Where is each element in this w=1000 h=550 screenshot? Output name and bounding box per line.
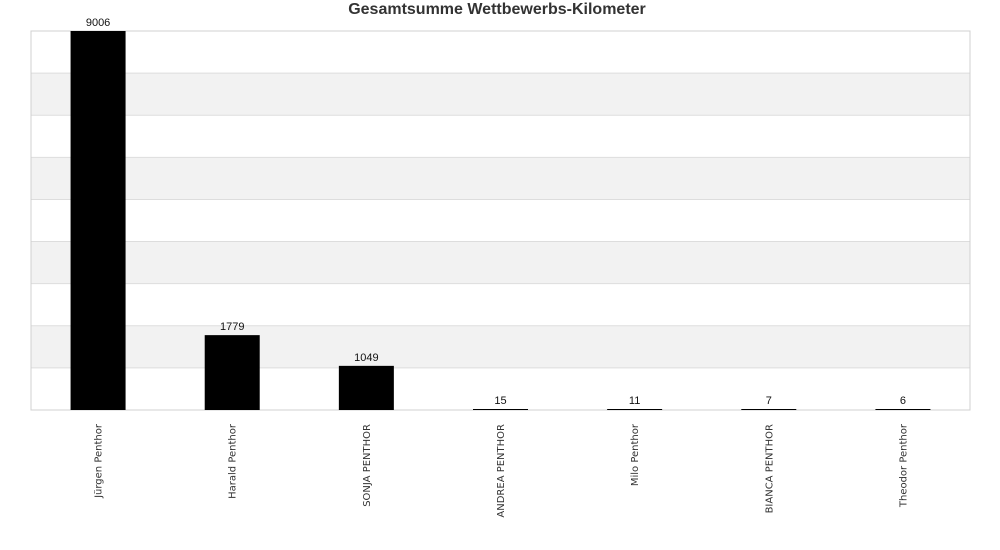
- gridlines: [31, 72, 970, 369]
- x-tick-label: ANDREA PENTHOR: [496, 424, 507, 518]
- x-tick-label: Harald Penthor: [228, 423, 239, 499]
- x-tick-label: Theodor Penthor: [898, 423, 909, 508]
- bar: [338, 365, 394, 410]
- x-tick-label: SONJA PENTHOR: [362, 424, 373, 507]
- background-band: [31, 73, 970, 116]
- data-label: 9006: [86, 17, 110, 29]
- background-bands: [31, 73, 970, 368]
- data-labels: 9006 1779 1049 15 11 7 6: [86, 17, 906, 407]
- bar: [741, 409, 797, 410]
- bar: [473, 409, 528, 410]
- background-band: [31, 325, 970, 368]
- x-tick-label: Jürgen Penthor: [94, 423, 105, 499]
- background-band: [31, 241, 970, 284]
- bar: [607, 409, 663, 410]
- bar: [875, 409, 931, 410]
- bar: [70, 31, 126, 410]
- x-tick-label: BIANCA PENTHOR: [764, 424, 775, 513]
- background-band: [31, 157, 970, 200]
- data-label: 11: [629, 395, 640, 407]
- x-tick-label: Milo Penthor: [630, 423, 641, 486]
- data-label: 15: [494, 395, 506, 407]
- bars: [70, 31, 931, 410]
- x-tick-labels: Jürgen Penthor Harald Penthor SONJA PENTHO…: [94, 423, 910, 517]
- data-label: 1779: [220, 321, 244, 333]
- chart-title: Gesamtsumme Wettbewerbs-Kilometer: [348, 1, 646, 18]
- bar: [204, 335, 260, 410]
- data-label: 1049: [354, 352, 378, 364]
- data-label: 6: [900, 395, 906, 407]
- data-label: 7: [766, 395, 772, 407]
